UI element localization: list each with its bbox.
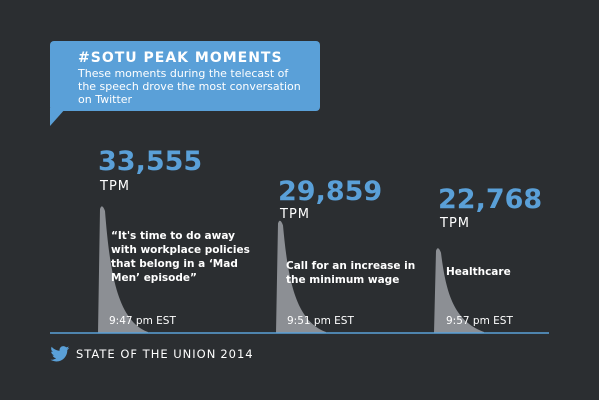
header-speech-bubble: #SOTU PEAK MOMENTS These moments during … xyxy=(50,41,320,111)
twitter-bird-icon xyxy=(50,346,70,362)
peak-time-1: 9:47 pm EST xyxy=(109,315,176,327)
peak-value-3: 22,768 xyxy=(438,184,543,215)
peak-spike-2 xyxy=(276,220,326,333)
peak-label-line: Healthcare xyxy=(446,266,511,278)
peak-unit-2: TPM xyxy=(280,207,310,222)
peak-label-3: Healthcare xyxy=(446,265,511,279)
peak-label-line: “It's time to do away xyxy=(111,230,235,242)
peak-spike-1 xyxy=(98,206,148,333)
header-subtitle-line: These moments during the telecast of xyxy=(78,67,289,80)
header-title: #SOTU PEAK MOMENTS xyxy=(78,50,283,66)
spikes-group xyxy=(98,206,484,333)
footer-brand: STATE OF THE UNION xyxy=(76,347,217,361)
peak-label-2: Call for an increase in the minimum wage xyxy=(286,259,415,287)
peak-value-2: 29,859 xyxy=(278,176,383,207)
peak-label-line: Call for an increase in xyxy=(286,260,416,272)
peak-value-1: 33,555 xyxy=(98,146,203,177)
header-subtitle-line: on Twitter xyxy=(78,93,133,106)
peak-label-line: with workplace policies xyxy=(111,244,250,256)
peak-label-line: the minimum wage xyxy=(286,274,400,286)
footer-year: 2014 xyxy=(220,347,254,361)
peak-time-3: 9:57 pm EST xyxy=(446,315,513,327)
peak-time-2: 9:51 pm EST xyxy=(287,315,354,327)
peak-label-line: that belong in a ‘Mad xyxy=(111,258,238,270)
header-subtitle: These moments during the telecast of the… xyxy=(78,67,306,106)
header-subtitle-line: the speech drove the most conversation xyxy=(78,80,301,93)
speech-bubble-tail xyxy=(50,108,66,126)
peak-unit-3: TPM xyxy=(440,216,470,231)
peak-unit-1: TPM xyxy=(100,179,130,194)
footer: STATE OF THE UNION 2014 xyxy=(50,344,254,364)
peak-spike-3 xyxy=(434,248,484,333)
peak-label-line: Men’ episode” xyxy=(111,272,197,284)
peak-label-1: “It's time to do away with workplace pol… xyxy=(111,229,250,285)
